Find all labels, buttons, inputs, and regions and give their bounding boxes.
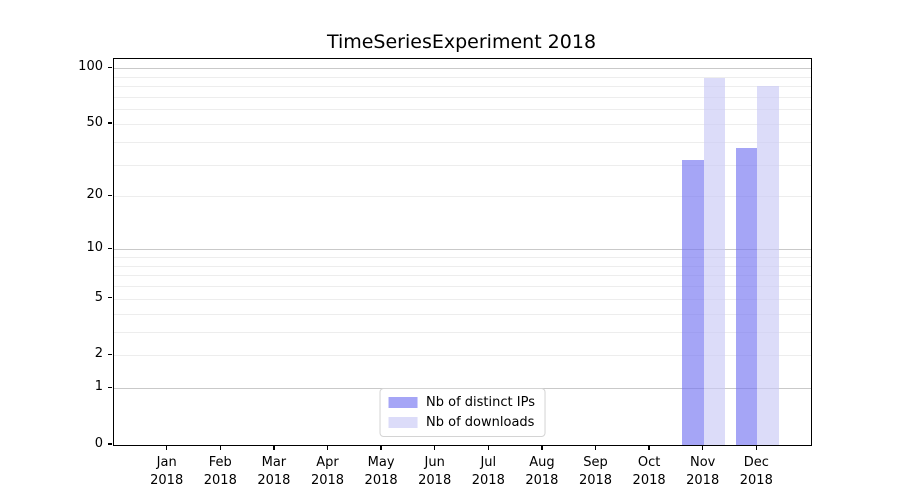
x-tick-label: May 2018 — [341, 454, 421, 490]
x-tick-month: Mar — [261, 455, 287, 470]
x-tick-mark — [166, 445, 168, 450]
y-tick-label: 5 — [94, 289, 103, 305]
y-tick-label: 1 — [94, 379, 103, 395]
x-tick-year: 2018 — [150, 473, 184, 488]
x-tick-mark — [273, 445, 275, 450]
legend-label: Nb of distinct IPs — [426, 395, 535, 410]
legend-entry: Nb of distinct IPs — [388, 395, 535, 410]
x-tick-mark — [755, 445, 757, 450]
y-tick-mark — [108, 66, 112, 68]
gridline-minor — [114, 86, 811, 88]
x-tick-label: Oct 2018 — [609, 454, 689, 490]
x-tick-mark — [380, 445, 382, 450]
legend: Nb of distinct IPs Nb of downloads — [379, 388, 546, 437]
x-tick-label: Mar 2018 — [234, 454, 314, 490]
x-tick-year: 2018 — [471, 473, 505, 488]
x-tick-year: 2018 — [364, 473, 398, 488]
x-tick-year: 2018 — [310, 473, 345, 488]
legend-swatch — [388, 397, 418, 408]
y-tick-mark — [108, 443, 112, 445]
x-tick-mark — [594, 445, 597, 450]
x-tick-label: Nov 2018 — [663, 454, 743, 490]
x-tick-year: 2018 — [525, 473, 559, 488]
legend-swatch — [388, 417, 418, 428]
x-tick-month: Nov — [690, 455, 716, 470]
y-tick-mark — [108, 297, 112, 299]
x-tick-label: Sep 2018 — [556, 454, 636, 490]
y-tick-label: 2 — [94, 346, 103, 362]
y-tick-mark — [108, 194, 112, 197]
x-tick-mark — [326, 445, 329, 450]
y-tick-mark — [108, 353, 112, 355]
x-tick-year: 2018 — [257, 473, 291, 488]
gridline-minor — [114, 123, 811, 125]
x-tick-year: 2018 — [578, 473, 613, 488]
x-tick-label: Jul 2018 — [448, 454, 528, 490]
gridline-minor — [114, 196, 811, 198]
gridline-minor — [114, 313, 811, 315]
x-tick-month: Apr — [316, 455, 339, 470]
y-tick-label: 100 — [78, 59, 103, 75]
gridline-minor — [114, 265, 811, 267]
y-tick-label: 0 — [94, 436, 103, 451]
gridline-minor — [114, 109, 811, 111]
x-tick-month: Jan — [156, 455, 177, 470]
x-tick-month: Jun — [424, 455, 445, 470]
x-tick-month: May — [367, 455, 395, 470]
x-tick-month: Jul — [480, 455, 497, 470]
gridline-minor — [114, 164, 811, 166]
gridline-minor — [114, 286, 811, 288]
gridline-minor — [114, 331, 811, 333]
x-tick-month: Aug — [529, 455, 555, 470]
x-tick-mark — [487, 445, 489, 450]
y-tick-mark — [108, 122, 112, 124]
bar — [682, 159, 704, 445]
gridline-minor — [114, 355, 811, 357]
y-tick-label: 20 — [86, 187, 103, 203]
gridline-minor — [114, 96, 811, 98]
legend-entry: Nb of downloads — [388, 415, 535, 430]
x-tick-mark — [648, 445, 650, 450]
x-tick-mark — [219, 445, 221, 450]
x-tick-label: Dec 2018 — [716, 454, 796, 490]
y-tick-mark — [108, 247, 112, 249]
x-tick-label: Jan 2018 — [127, 454, 207, 490]
x-tick-label: Feb 2018 — [180, 454, 260, 490]
x-tick-label: Apr 2018 — [288, 454, 368, 490]
x-tick-month: Oct — [637, 455, 661, 470]
x-tick-year: 2018 — [418, 473, 452, 488]
x-tick-label: Aug 2018 — [502, 454, 582, 490]
x-tick-year: 2018 — [203, 473, 237, 488]
x-tick-mark — [702, 445, 704, 450]
x-tick-month: Feb — [208, 455, 232, 470]
x-tick-year: 2018 — [739, 473, 773, 488]
x-tick-year: 2018 — [632, 473, 666, 488]
x-tick-month: Sep — [583, 455, 608, 470]
gridline-minor — [114, 275, 811, 277]
gridline-major — [114, 249, 811, 251]
gridline-minor — [114, 76, 811, 78]
y-tick-mark — [108, 386, 112, 389]
x-tick-label: Jun 2018 — [395, 454, 475, 490]
y-tick-label: 50 — [86, 114, 103, 130]
x-tick-year: 2018 — [686, 473, 720, 488]
x-tick-month: Dec — [743, 455, 769, 470]
bar — [757, 86, 779, 445]
y-tick-label: 10 — [86, 240, 103, 256]
gridline-major — [114, 68, 811, 70]
gridline-minor — [114, 256, 811, 258]
x-tick-mark — [541, 445, 543, 450]
x-tick-mark — [434, 445, 436, 450]
bar — [735, 147, 758, 445]
bar — [703, 78, 726, 445]
legend-label: Nb of downloads — [426, 415, 535, 430]
gridline-minor — [114, 141, 811, 143]
gridline-minor — [114, 298, 811, 300]
chart-title: TimeSeriesExperiment 2018 — [326, 31, 597, 53]
plot-area: Nb of distinct IPs Nb of downloads — [113, 58, 812, 446]
